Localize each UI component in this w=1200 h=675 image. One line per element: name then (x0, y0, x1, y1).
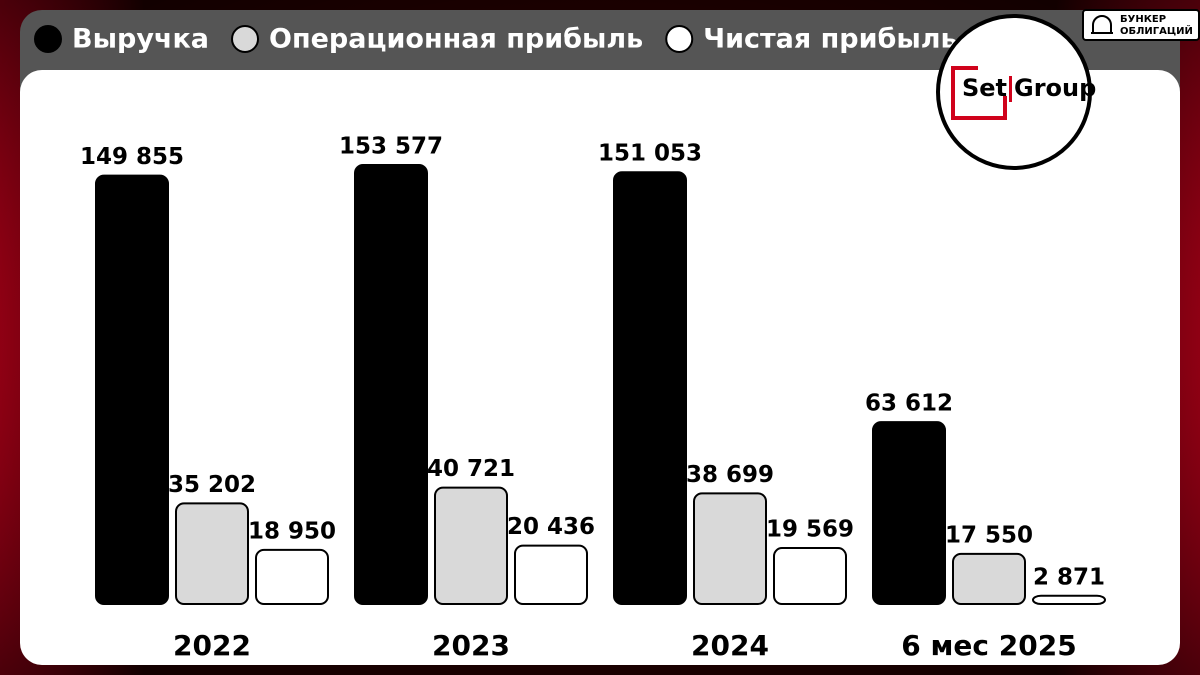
legend-label: Операционная прибыль (269, 24, 643, 55)
value-label: 2 871 (1033, 564, 1105, 590)
value-label: 18 950 (248, 518, 336, 544)
value-label: 149 855 (80, 144, 184, 170)
bar (872, 421, 946, 605)
bar (1032, 594, 1106, 606)
legend-label: Выручка (72, 24, 209, 55)
bar (95, 174, 169, 605)
logo-divider (1009, 76, 1012, 102)
bar (773, 547, 847, 606)
value-label: 40 721 (427, 456, 515, 482)
badge-text: БУНКЕР (1120, 14, 1166, 25)
bar (514, 544, 588, 606)
logo-circle (936, 14, 1092, 170)
legend-swatch (34, 25, 62, 53)
value-label: 38 699 (686, 462, 774, 488)
badge: БУНКЕР ОБЛИГАЦИЙ (1082, 9, 1200, 41)
legend-swatch (231, 25, 260, 53)
x-tick-label: 2022 (173, 629, 251, 662)
legend-swatch (665, 25, 694, 53)
bar (693, 492, 767, 606)
x-tick-label: 6 мес 2025 (901, 629, 1076, 662)
value-label: 19 569 (766, 517, 854, 543)
logo: Set Group (936, 14, 1096, 170)
bar (952, 552, 1026, 606)
bar (255, 548, 329, 606)
logo-text: Group (1014, 74, 1096, 102)
legend-label: Чистая прибыль (703, 24, 957, 55)
logo-text: Set (962, 74, 1007, 102)
value-label: 35 202 (168, 472, 256, 498)
x-tick-label: 2024 (691, 629, 769, 662)
logo-frame (951, 66, 1007, 120)
bar (613, 171, 687, 606)
bar (354, 164, 428, 605)
legend: Выручка Операционная прибыль Чистая прибыл… (34, 24, 958, 55)
value-label: 63 612 (865, 391, 953, 417)
bar (175, 502, 249, 606)
value-label: 153 577 (339, 134, 443, 160)
value-label: 20 436 (507, 514, 595, 540)
x-tick-label: 2023 (432, 629, 510, 662)
badge-icon (1091, 15, 1113, 34)
badge-text: ОБЛИГАЦИЙ (1120, 24, 1193, 37)
bar (434, 486, 508, 605)
value-label: 151 053 (598, 141, 702, 167)
value-label: 17 550 (945, 522, 1033, 548)
